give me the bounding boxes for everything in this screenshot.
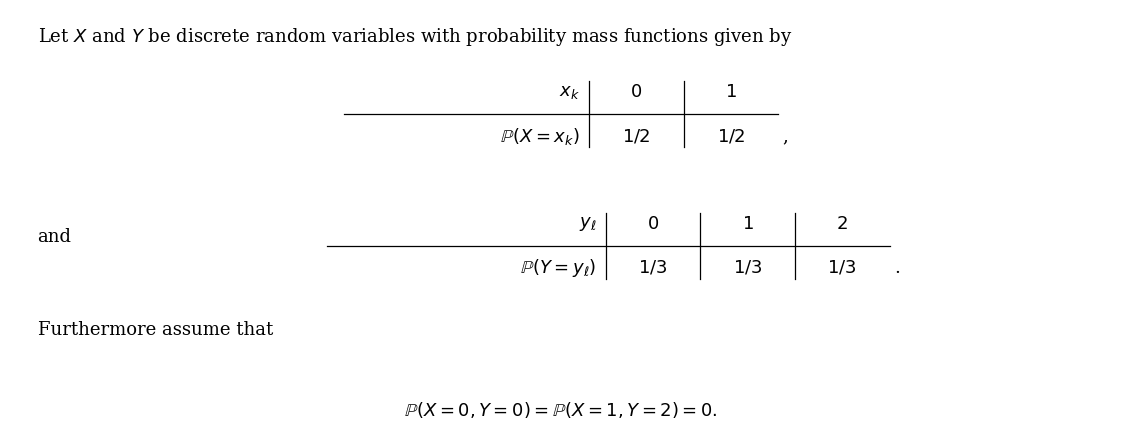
Text: $0$: $0$ <box>647 215 659 233</box>
Text: Furthermore assume that: Furthermore assume that <box>37 321 273 339</box>
Text: $1/3$: $1/3$ <box>827 259 857 277</box>
Text: $1$: $1$ <box>725 83 737 101</box>
Text: $2$: $2$ <box>836 215 848 233</box>
Text: $1/2$: $1/2$ <box>622 127 651 145</box>
Text: $x_k$: $x_k$ <box>559 83 580 101</box>
Text: and: and <box>37 228 72 246</box>
Text: .: . <box>894 259 900 277</box>
Text: $\mathbb{P}(Y = y_\ell)$: $\mathbb{P}(Y = y_\ell)$ <box>521 257 597 279</box>
Text: $1$: $1$ <box>742 215 753 233</box>
Text: $y_\ell$: $y_\ell$ <box>579 215 597 233</box>
Text: $1/3$: $1/3$ <box>733 259 762 277</box>
Text: $1/3$: $1/3$ <box>638 259 668 277</box>
Text: $0$: $0$ <box>631 83 642 101</box>
Text: $\mathbb{P}(X = x_k)$: $\mathbb{P}(X = x_k)$ <box>500 125 580 146</box>
Text: ,: , <box>783 127 789 145</box>
Text: Let $X$ and $Y$ be discrete random variables with probability mass functions giv: Let $X$ and $Y$ be discrete random varia… <box>37 26 792 48</box>
Text: $\mathbb{P}(X = 0, Y = 0) = \mathbb{P}(X = 1, Y = 2) = 0.$: $\mathbb{P}(X = 0, Y = 0) = \mathbb{P}(X… <box>404 400 718 420</box>
Text: $1/2$: $1/2$ <box>717 127 745 145</box>
